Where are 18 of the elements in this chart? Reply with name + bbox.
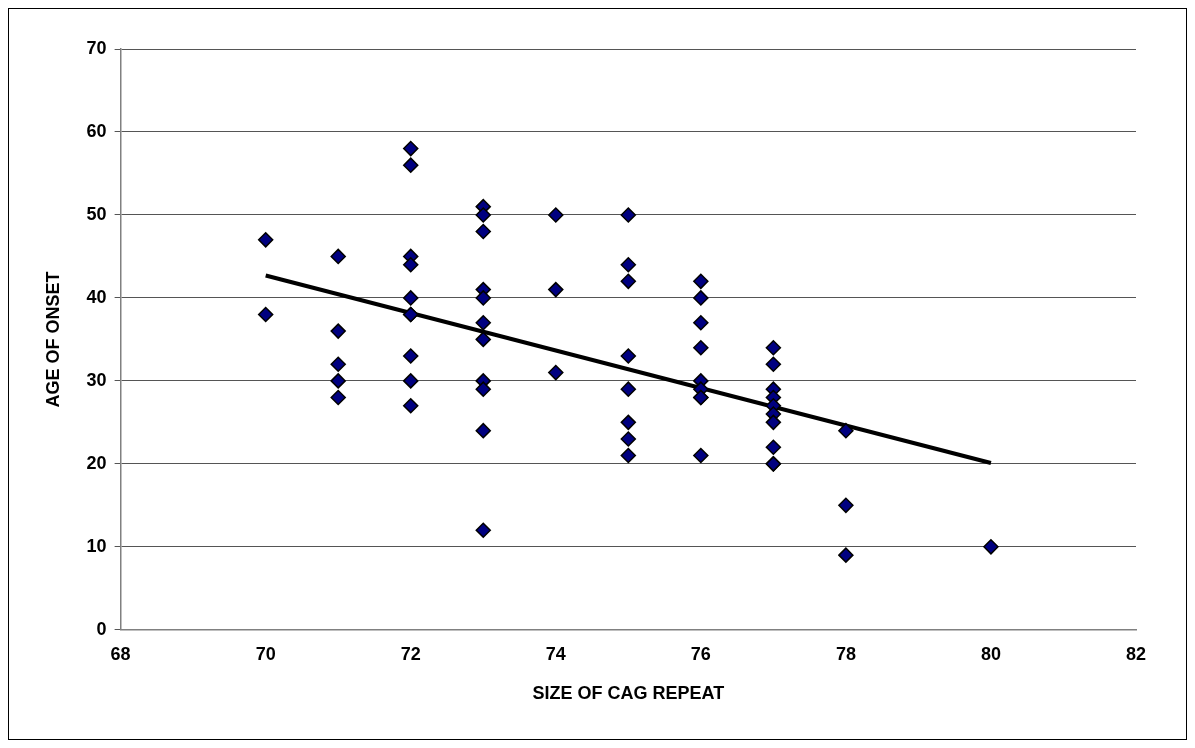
y-tick-label: 40 (86, 286, 107, 307)
x-tick-label: 74 (545, 643, 566, 664)
x-axis-title: SIZE OF CAG REPEAT (532, 683, 725, 704)
y-axis-title: AGE OF ONSET (42, 271, 63, 408)
y-tick-label: 0 (96, 618, 107, 639)
x-tick-label: 78 (835, 643, 856, 664)
x-tick-label: 68 (110, 643, 131, 664)
y-tick-label: 60 (86, 120, 107, 141)
x-tick-label: 80 (980, 643, 1001, 664)
y-tick-label: 30 (86, 369, 107, 390)
y-tick-label: 20 (86, 452, 107, 473)
x-tick-label: 72 (400, 643, 421, 664)
y-tick-label: 70 (86, 37, 107, 58)
y-tick-label: 50 (86, 203, 107, 224)
x-tick-label: 82 (1125, 643, 1147, 664)
x-tick-label: 76 (690, 643, 711, 664)
x-tick-label: 70 (255, 643, 276, 664)
y-tick-label: 10 (86, 535, 107, 556)
